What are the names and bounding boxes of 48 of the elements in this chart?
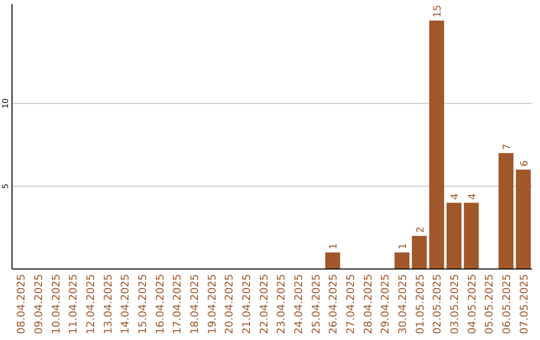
x-tick-label: 10.04.2025: [50, 274, 62, 334]
y-tick-label: 5: [1, 184, 10, 189]
bar: [498, 153, 514, 269]
x-tick-label: 01.05.2025: [414, 274, 426, 334]
x-tick-label: 21.04.2025: [241, 274, 253, 334]
bar: [516, 170, 531, 269]
data-label: 1: [398, 243, 409, 250]
x-tick-label: 26.04.2025: [328, 274, 340, 334]
x-tick-label: 30.04.2025: [397, 274, 409, 334]
x-tick-label: 16.04.2025: [154, 274, 166, 334]
x-tick-label: 23.04.2025: [276, 274, 288, 334]
bar: [429, 20, 444, 269]
data-label: 7: [502, 144, 513, 150]
data-label: 4: [467, 193, 478, 200]
data-label: 6: [519, 160, 530, 167]
bar: [464, 202, 479, 269]
data-label: 2: [415, 226, 426, 233]
bar: [394, 252, 410, 269]
x-tick-label: 15.04.2025: [137, 274, 149, 334]
x-tick-label: 13.04.2025: [102, 274, 114, 334]
x-tick-label: 03.05.2025: [449, 274, 461, 334]
x-tick-label: 05.05.2025: [484, 274, 496, 334]
x-tick-label: 07.05.2025: [518, 274, 530, 334]
x-tick-label: 02.05.2025: [432, 274, 444, 334]
x-tick-label: 24.04.2025: [293, 274, 305, 334]
x-tick-label: 29.04.2025: [380, 274, 392, 334]
x-tick-label: 08.04.2025: [16, 274, 28, 334]
bar: [412, 236, 427, 269]
data-label: 1: [328, 243, 340, 250]
x-tick-label: 25.04.2025: [310, 274, 322, 334]
x-tick-label: 14.04.2025: [120, 274, 132, 334]
data-label: 15: [432, 4, 444, 18]
x-tick-label: 20.04.2025: [224, 274, 236, 334]
data-label: 4: [450, 193, 461, 200]
y-tick-label: 10: [1, 98, 10, 108]
bar: [325, 252, 340, 269]
x-tick-label: 18.04.2025: [189, 274, 201, 334]
x-tick-label: 11.04.2025: [68, 274, 80, 334]
x-tick-label: 19.04.2025: [206, 274, 218, 334]
x-tick-label: 06.05.2025: [501, 274, 513, 334]
x-tick-label: 27.04.2025: [345, 274, 357, 334]
x-tick-label: 09.04.2025: [33, 274, 45, 334]
x-tick-label: 04.05.2025: [466, 274, 478, 334]
x-tick-label: 12.04.2025: [85, 274, 97, 334]
x-tick-label: 28.04.2025: [362, 274, 374, 334]
bar: [446, 202, 462, 269]
x-tick-label: 22.04.2025: [258, 274, 270, 334]
x-tick-label: 17.04.2025: [172, 274, 184, 334]
